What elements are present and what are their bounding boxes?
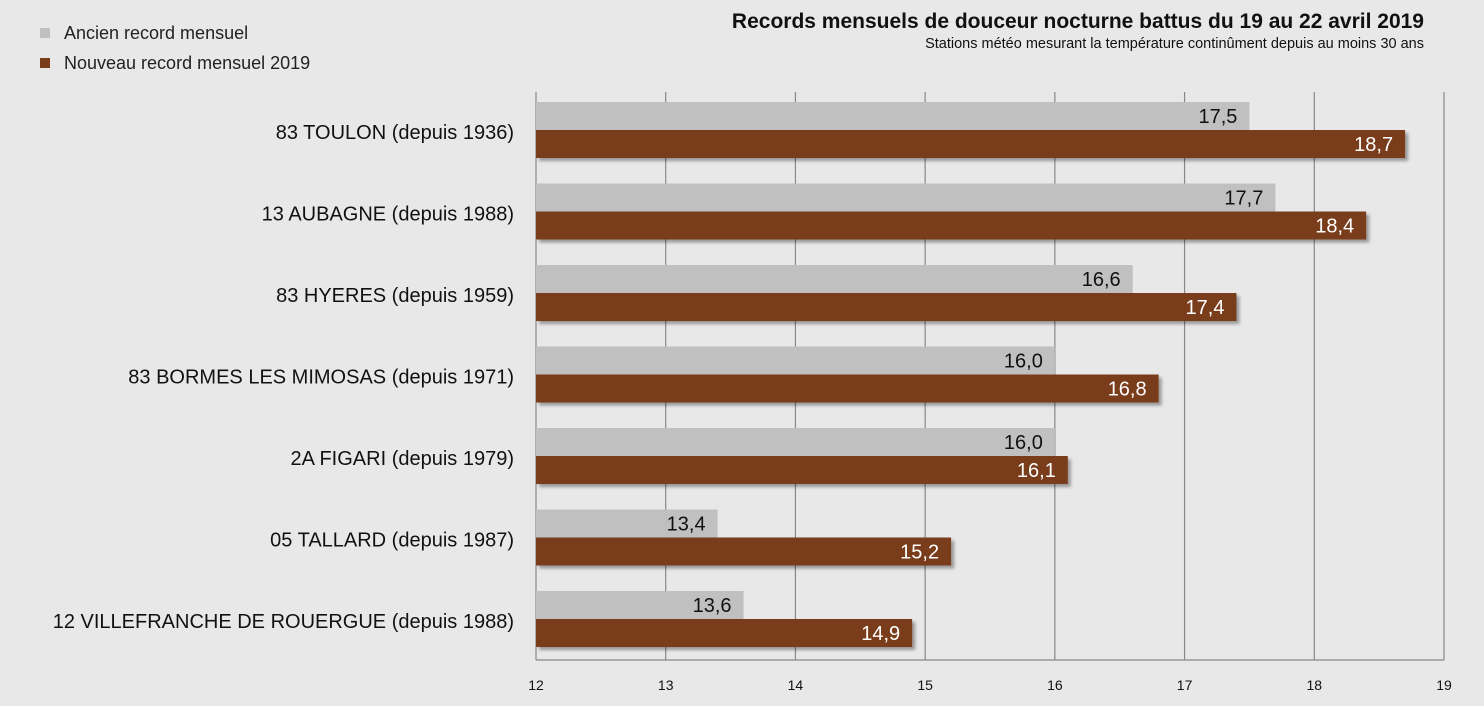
bar-ancien xyxy=(536,265,1133,293)
data-label-ancien: 13,4 xyxy=(667,514,706,536)
bar-ancien xyxy=(536,183,1276,212)
data-label-ancien: 16,0 xyxy=(1004,351,1043,373)
data-label-nouveau: 18,7 xyxy=(1354,134,1393,156)
data-label-nouveau: 17,4 xyxy=(1186,297,1225,319)
x-tick-label: 18 xyxy=(1306,677,1322,693)
data-label-nouveau: 16,1 xyxy=(1017,460,1056,482)
bar-nouveau xyxy=(536,374,1159,403)
category-label: 83 BORMES LES MIMOSAS (depuis 1971) xyxy=(128,367,514,389)
bar-nouveau xyxy=(536,456,1068,484)
data-label-ancien: 16,0 xyxy=(1004,432,1043,454)
x-tick-label: 14 xyxy=(788,677,804,693)
x-tick-label: 19 xyxy=(1436,677,1452,693)
bar-ancien xyxy=(536,428,1055,456)
category-label: 2A FIGARI (depuis 1979) xyxy=(291,448,514,470)
x-tick-label: 15 xyxy=(917,677,933,693)
bar-nouveau xyxy=(536,211,1367,240)
legend-label-nouveau: Nouveau record mensuel 2019 xyxy=(64,52,311,73)
legend-item-nouveau: Nouveau record mensuel 2019 xyxy=(40,48,310,78)
category-label: 83 HYERES (depuis 1959) xyxy=(276,285,514,307)
category-label: 13 AUBAGNE (depuis 1988) xyxy=(262,204,514,226)
bar-nouveau xyxy=(536,130,1406,158)
data-label-nouveau: 18,4 xyxy=(1315,216,1354,238)
x-tick-label: 16 xyxy=(1047,677,1063,693)
category-label: 05 TALLARD (depuis 1987) xyxy=(270,530,514,552)
legend-swatch-nouveau xyxy=(40,58,50,68)
chart-subtitle: Stations météo mesurant la température c… xyxy=(925,36,1424,52)
data-label-nouveau: 15,2 xyxy=(900,542,939,564)
x-tick-label: 17 xyxy=(1177,677,1193,693)
data-label-ancien: 17,7 xyxy=(1224,188,1263,210)
chart-titles: Records mensuels de douceur nocturne bat… xyxy=(732,10,1424,52)
data-label-nouveau: 16,8 xyxy=(1108,379,1147,401)
bar-ancien xyxy=(536,102,1250,130)
bar-nouveau xyxy=(536,293,1237,321)
bar-ancien xyxy=(536,346,1055,375)
data-label-ancien: 17,5 xyxy=(1198,106,1237,128)
bar-nouveau xyxy=(536,619,913,647)
data-label-ancien: 13,6 xyxy=(693,595,732,617)
legend-label-ancien: Ancien record mensuel xyxy=(64,22,249,43)
bar-nouveau xyxy=(536,537,952,566)
bar-ancien xyxy=(536,509,718,538)
data-label-nouveau: 14,9 xyxy=(861,623,900,645)
legend-item-ancien: Ancien record mensuel xyxy=(40,18,310,48)
data-label-ancien: 16,6 xyxy=(1082,269,1121,291)
bar-ancien xyxy=(536,591,744,619)
x-tick-label: 13 xyxy=(658,677,674,693)
x-tick-label: 12 xyxy=(528,677,544,693)
chart-title: Records mensuels de douceur nocturne bat… xyxy=(731,10,1424,33)
category-label: 12 VILLEFRANCHE DE ROUERGUE (depuis 1988… xyxy=(53,611,514,633)
legend-swatch-ancien xyxy=(40,28,50,38)
category-label: 83 TOULON (depuis 1936) xyxy=(276,122,514,144)
legend: Ancien record mensuel Nouveau record men… xyxy=(40,18,310,78)
